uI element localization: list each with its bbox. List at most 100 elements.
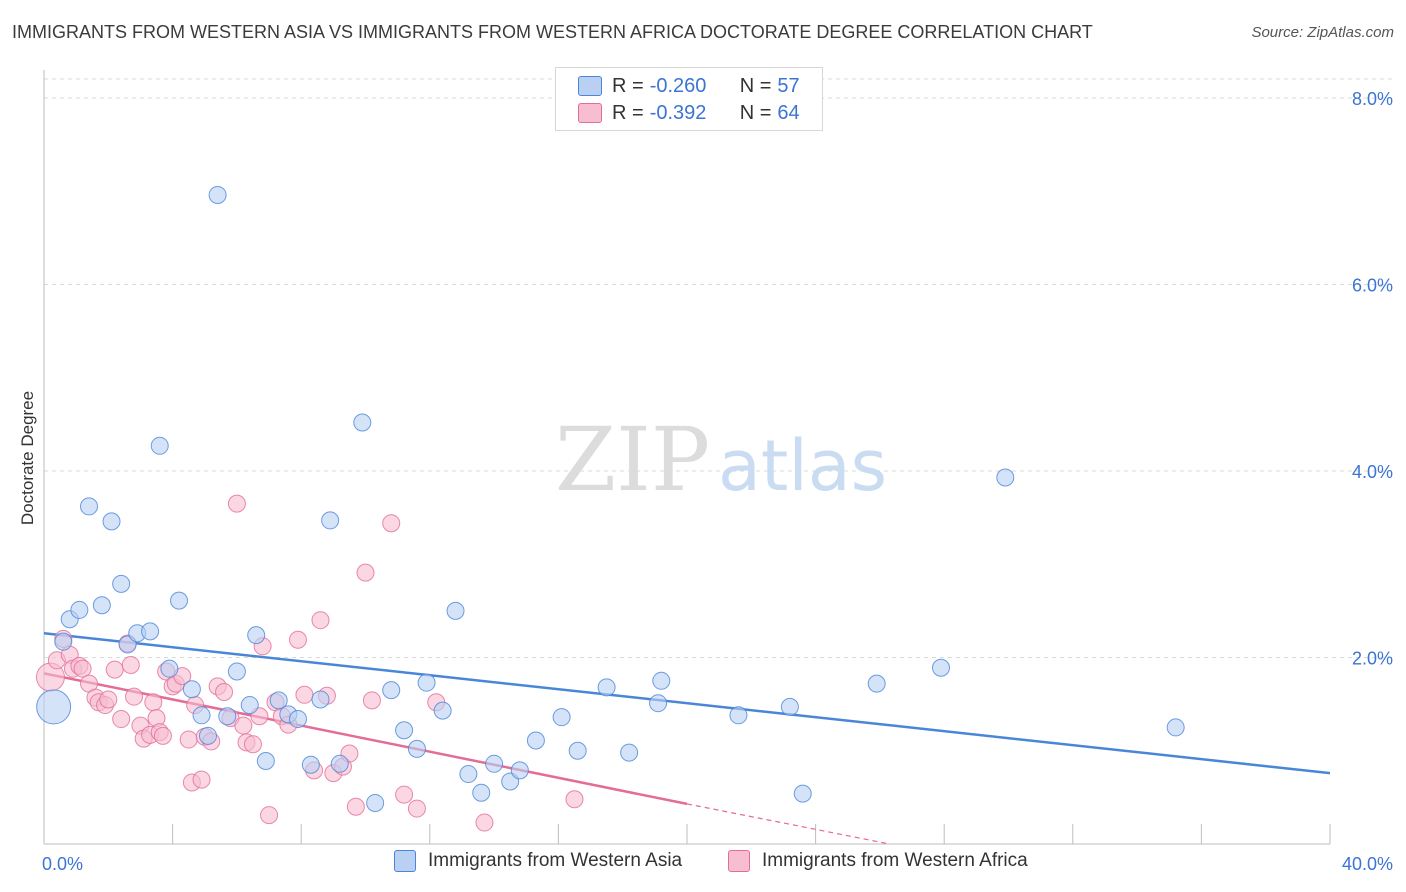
stat-r-label: R = <box>612 101 644 124</box>
data-point-western-africa <box>260 806 279 825</box>
stat-n-label: N = <box>739 101 772 124</box>
data-point-western-asia <box>931 658 950 677</box>
data-point-western-africa <box>382 514 401 533</box>
trend-line-western-asia <box>43 632 1331 775</box>
data-point-western-asia <box>192 706 211 725</box>
data-point-western-africa <box>407 799 426 818</box>
data-point-western-asia <box>793 784 812 803</box>
data-point-western-asia <box>366 793 385 812</box>
data-point-western-asia <box>247 626 266 645</box>
y-tick-label: 4.0% <box>1352 462 1393 482</box>
data-point-western-asia <box>54 632 73 651</box>
legend-swatch-pink <box>728 850 750 872</box>
data-point-western-asia <box>112 574 131 593</box>
data-point-western-asia <box>227 662 246 681</box>
stat-r-value: -0.392 <box>649 101 707 124</box>
data-point-western-asia <box>485 754 504 773</box>
data-point-western-africa <box>215 682 234 701</box>
data-point-western-asia <box>141 622 160 641</box>
data-point-western-asia <box>446 601 465 620</box>
data-point-western-africa <box>475 813 494 832</box>
data-point-western-asia <box>1166 718 1185 737</box>
data-point-western-africa <box>243 735 262 754</box>
data-point-western-africa <box>288 630 307 649</box>
legend-item-western-asia[interactable]: Immigrants from Western Asia <box>394 850 682 872</box>
data-point-western-asia <box>552 708 571 727</box>
data-point-western-asia <box>652 671 671 690</box>
data-point-western-africa <box>153 726 172 745</box>
trend-line-western-africa-extension <box>686 803 890 845</box>
data-point-western-asia <box>102 512 121 531</box>
data-point-western-africa <box>105 660 124 679</box>
tick-labels: 2.0% 4.0% 6.0% 8.0% 0.0% 40.0% <box>42 89 1393 874</box>
x-tick-label: 40.0% <box>1342 854 1393 874</box>
data-point-western-asia <box>597 678 616 697</box>
gridlines <box>44 78 1392 658</box>
chart-source: Source: ZipAtlas.com <box>1251 24 1394 41</box>
data-point-western-asia <box>150 436 169 455</box>
western-africa-swatch <box>578 103 602 123</box>
stats-row-western-asia: R = -0.260 N = 57 <box>578 73 800 99</box>
stat-n-label: N = <box>739 74 772 97</box>
data-point-western-asia <box>70 600 89 619</box>
data-point-western-africa <box>356 563 375 582</box>
y-tick-label: 6.0% <box>1352 275 1393 295</box>
stat-r-value: -0.260 <box>649 74 707 97</box>
data-point-western-asia <box>996 468 1015 487</box>
y-axis-label: Doctorate Degree <box>18 391 37 525</box>
data-point-western-africa <box>144 693 163 712</box>
stat-n-value: 57 <box>777 74 800 97</box>
data-point-western-africa <box>179 730 198 749</box>
data-point-western-asia <box>472 783 491 802</box>
data-point-western-asia <box>288 710 307 729</box>
data-point-western-africa <box>234 716 253 735</box>
data-point-western-asia <box>80 497 99 516</box>
data-point-western-africa <box>346 797 365 816</box>
data-point-western-africa <box>565 790 584 809</box>
western-asia-swatch <box>578 76 602 96</box>
watermark-atlas: atlas <box>718 425 887 507</box>
data-point-western-asia <box>330 754 349 773</box>
data-point-western-asia <box>269 691 288 710</box>
data-point-western-asia <box>417 673 436 692</box>
data-point-western-asia <box>198 726 217 745</box>
data-point-western-africa <box>362 691 381 710</box>
chart-title: IMMIGRANTS FROM WESTERN ASIA VS IMMIGRAN… <box>12 22 1093 42</box>
data-point-western-africa <box>73 659 92 678</box>
data-point-western-africa <box>99 690 118 709</box>
data-point-western-asia <box>395 721 414 740</box>
data-point-western-africa <box>112 710 131 729</box>
data-point-western-asia <box>353 413 372 432</box>
legend-swatch-blue <box>394 850 416 872</box>
data-point-western-asia <box>160 659 179 678</box>
data-point-western-asia <box>256 752 275 771</box>
legend-item-western-africa[interactable]: Immigrants from Western Africa <box>728 850 1028 872</box>
data-point-western-asia <box>407 739 426 758</box>
data-point-western-asia <box>240 696 259 715</box>
data-point-western-asia <box>208 185 227 204</box>
data-point-western-asia <box>649 694 668 713</box>
data-point-western-asia <box>311 690 330 709</box>
data-point-western-asia <box>301 755 320 774</box>
data-point-western-asia <box>92 596 111 615</box>
data-point-western-asia <box>182 680 201 699</box>
data-point-western-asia <box>867 674 886 693</box>
data-point-western-asia <box>620 743 639 762</box>
data-point-western-asia <box>321 511 340 530</box>
x-tick-label: 0.0% <box>42 854 83 874</box>
data-point-western-africa <box>121 655 140 674</box>
legend-label: Immigrants from Western Asia <box>428 850 683 871</box>
stats-legend: R = -0.260 N = 57 R = -0.392 N = 64 <box>555 67 823 131</box>
data-point-western-asia <box>382 681 401 700</box>
data-point-western-africa <box>192 770 211 789</box>
data-point-western-asia <box>510 761 529 780</box>
y-tick-label: 2.0% <box>1352 648 1393 668</box>
data-point-western-africa <box>227 494 246 513</box>
points-western-asia <box>36 185 1185 812</box>
y-tick-label: 8.0% <box>1352 89 1393 109</box>
data-point-western-africa <box>295 685 314 704</box>
stat-n-value: 64 <box>777 101 800 124</box>
data-point-western-asia <box>459 765 478 784</box>
data-point-western-africa <box>311 611 330 630</box>
data-point-western-asia <box>568 741 587 760</box>
